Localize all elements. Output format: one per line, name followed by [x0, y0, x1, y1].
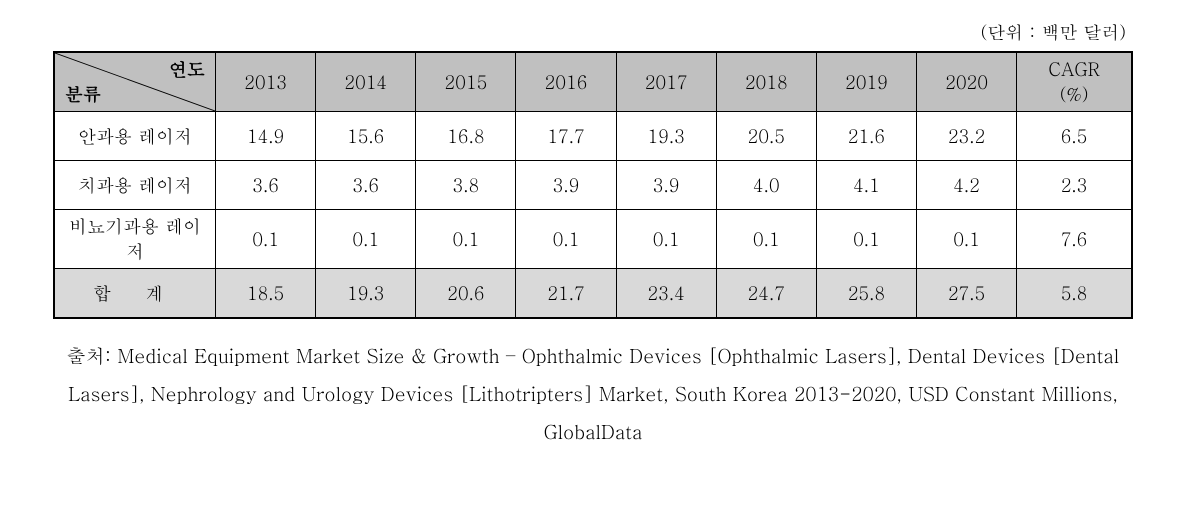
cell: 0.1: [816, 210, 916, 269]
table-row: 안과용 레이저 14.9 15.6 16.8 17.7 19.3 20.5 21…: [54, 112, 1132, 161]
col-header: 2013: [216, 52, 316, 112]
col-header: 2016: [516, 52, 616, 112]
col-header: 2018: [716, 52, 816, 112]
row-label: 치과용 레이저: [54, 161, 216, 210]
row-label: 비뇨기과용 레이저: [54, 210, 216, 269]
total-row: 합 계 18.5 19.3 20.6 21.7 23.4 24.7 25.8 2…: [54, 269, 1132, 319]
col-header: 2017: [616, 52, 716, 112]
cagr-line1: CAGR: [1048, 57, 1099, 82]
cell: 21.7: [516, 269, 616, 319]
diag-header-cell: 연도 분류: [54, 52, 216, 112]
diag-top-label: 연도: [169, 57, 205, 82]
diag-bottom-label: 분류: [65, 82, 101, 107]
cell: 4.1: [816, 161, 916, 210]
col-header: 2014: [316, 52, 416, 112]
cell: 0.1: [716, 210, 816, 269]
cell: 23.4: [616, 269, 716, 319]
cell: 3.6: [216, 161, 316, 210]
table-row: 치과용 레이저 3.6 3.6 3.8 3.9 3.9 4.0 4.1 4.2 …: [54, 161, 1132, 210]
unit-label: (단위 : 백만 달러): [40, 20, 1126, 45]
cell: 7.6: [1017, 210, 1132, 269]
col-header: 2015: [416, 52, 516, 112]
cell: 2.3: [1017, 161, 1132, 210]
cell: 0.1: [316, 210, 416, 269]
cell: 3.9: [616, 161, 716, 210]
cell: 0.1: [916, 210, 1016, 269]
cell: 3.9: [516, 161, 616, 210]
cell: 24.7: [716, 269, 816, 319]
cell: 0.1: [216, 210, 316, 269]
cell: 23.2: [916, 112, 1016, 161]
cell: 16.8: [416, 112, 516, 161]
cell: 3.8: [416, 161, 516, 210]
col-header-cagr: CAGR(%): [1017, 52, 1132, 112]
cell: 17.7: [516, 112, 616, 161]
cell: 20.5: [716, 112, 816, 161]
table-row: 비뇨기과용 레이저 0.1 0.1 0.1 0.1 0.1 0.1 0.1 0.…: [54, 210, 1132, 269]
cagr-line2: (%): [1060, 82, 1089, 107]
cell: 0.1: [416, 210, 516, 269]
table-header-row: 연도 분류 2013 2014 2015 2016 2017 2018 2019…: [54, 52, 1132, 112]
cell: 14.9: [216, 112, 316, 161]
cell: 18.5: [216, 269, 316, 319]
cell: 21.6: [816, 112, 916, 161]
cell: 6.5: [1017, 112, 1132, 161]
cell: 25.8: [816, 269, 916, 319]
cell: 5.8: [1017, 269, 1132, 319]
cell: 0.1: [616, 210, 716, 269]
cell: 4.2: [916, 161, 1016, 210]
data-table: 연도 분류 2013 2014 2015 2016 2017 2018 2019…: [53, 51, 1133, 319]
cell: 20.6: [416, 269, 516, 319]
cell: 0.1: [516, 210, 616, 269]
cell: 27.5: [916, 269, 1016, 319]
total-label: 합 계: [54, 269, 216, 319]
cell: 19.3: [316, 269, 416, 319]
cell: 19.3: [616, 112, 716, 161]
col-header: 2019: [816, 52, 916, 112]
cell: 4.0: [716, 161, 816, 210]
source-citation: 출처: Medical Equipment Market Size & Grow…: [63, 337, 1123, 451]
row-label: 안과용 레이저: [54, 112, 216, 161]
col-header: 2020: [916, 52, 1016, 112]
cell: 3.6: [316, 161, 416, 210]
cell: 15.6: [316, 112, 416, 161]
